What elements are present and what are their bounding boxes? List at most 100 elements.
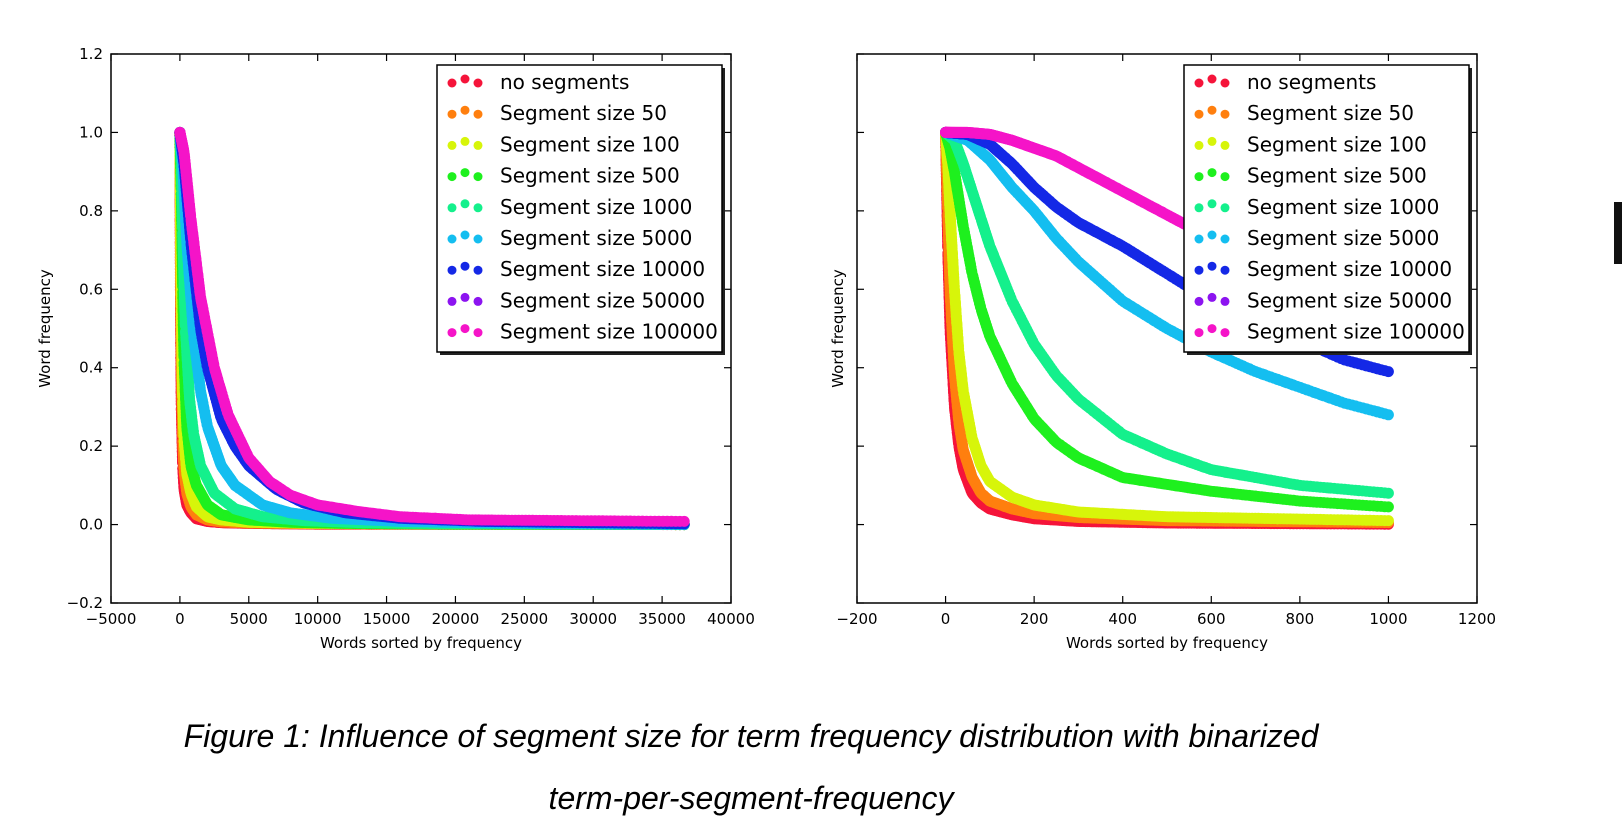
legend-entry: Segment size 100000 [447, 320, 718, 344]
legend-marker [460, 324, 470, 334]
data-point [981, 492, 993, 504]
x-tick-label: 30000 [569, 610, 617, 628]
data-point [1170, 480, 1182, 492]
data-point [305, 497, 317, 508]
legend-marker [473, 265, 483, 275]
legend-entry: Segment size 50000 [447, 288, 705, 312]
legend-marker [447, 234, 457, 244]
series-3 [940, 126, 1394, 527]
x-tick-label: 5000 [230, 610, 268, 628]
data-point [1134, 474, 1146, 486]
y-tick-label: 0.8 [79, 202, 103, 220]
data-point [305, 510, 317, 522]
legend-marker [447, 203, 457, 213]
legend-label: Segment size 50 [500, 101, 667, 125]
legend-marker [460, 168, 470, 178]
chart-left: −5000 0 5000 10000 15000 20000 25000 30000 35000… [36, 45, 755, 652]
legend-marker [460, 230, 470, 240]
y-tick-label: 0.6 [79, 280, 103, 298]
data-point [999, 500, 1011, 512]
legend-marker [460, 292, 470, 302]
data-point [238, 506, 250, 517]
x-tick-label: −5000 [86, 610, 137, 628]
legend-marker [447, 328, 457, 338]
data-point [678, 515, 690, 527]
data-point [1382, 501, 1394, 513]
y-tick-label: 1.2 [79, 45, 103, 63]
legend-label: Segment size 100000 [500, 320, 718, 344]
legend-marker [473, 109, 483, 119]
plot-frame [110, 53, 732, 604]
x-tick-label: 15000 [363, 610, 411, 628]
data-point [339, 503, 351, 515]
legend-marker [447, 265, 457, 275]
data-point [1058, 504, 1070, 516]
legend-marker [447, 78, 457, 88]
legend-entry: Segment size 5000 [447, 226, 692, 250]
data-point [1338, 498, 1350, 510]
y-axis-label: Word frequency [36, 269, 54, 388]
legend-marker [460, 261, 470, 271]
x-tick-label: 10000 [294, 610, 342, 628]
data-point [1017, 505, 1029, 517]
y-tick-label: 0.4 [79, 359, 103, 377]
data-point [1043, 501, 1055, 513]
x-tick-label: 40000 [707, 610, 755, 628]
data-point [1272, 493, 1284, 505]
series-9 [174, 126, 690, 527]
legend-marker [473, 203, 483, 213]
legend-marker [473, 234, 483, 244]
data-point [266, 502, 278, 514]
y-tick-label: −0.2 [67, 594, 103, 612]
data-point [1152, 477, 1164, 489]
legend-marker [460, 136, 470, 146]
data-point [1227, 488, 1239, 500]
legend-label: Segment size 10000 [500, 257, 705, 281]
legend-marker [460, 105, 470, 115]
legend-label: Segment size 50000 [500, 288, 705, 312]
data-point [280, 486, 292, 498]
y-tick-label: 0.2 [79, 437, 103, 455]
data-point [247, 508, 259, 520]
legend-entry: Segment size 500 [447, 164, 680, 188]
x-tick-label: 20000 [432, 610, 480, 628]
legend-label: Segment size 100 [500, 132, 680, 156]
y-tick-label: 0.0 [79, 516, 103, 534]
data-point [1069, 449, 1081, 461]
data-point [1272, 513, 1284, 525]
x-tick-label: 35000 [638, 610, 686, 628]
data-point [226, 500, 238, 512]
legend-marker [473, 328, 483, 338]
legend-entry: Segment size 100 [447, 132, 680, 156]
legend-marker [473, 78, 483, 88]
data-point [325, 501, 337, 513]
x-tick-label: 0 [175, 610, 185, 628]
data-point [1002, 489, 1014, 500]
data-point [253, 496, 265, 508]
legend-entry: no segments [447, 70, 629, 94]
legend-marker [447, 109, 457, 119]
x-tick-label: 25000 [500, 610, 548, 628]
data-point [1250, 490, 1262, 502]
legend-marker [447, 296, 457, 306]
legend-label: Segment size 500 [500, 164, 680, 188]
figure: −5000 0 5000 10000 15000 20000 25000 30000 35000… [36, 45, 1496, 652]
legend-label: Segment size 1000 [500, 195, 692, 219]
legend-marker [460, 199, 470, 209]
data-point [1110, 469, 1122, 481]
data-point [1021, 496, 1033, 508]
data-point [429, 512, 441, 524]
legend-label: no segments [500, 70, 629, 94]
data-point [1188, 483, 1200, 494]
legend-marker [473, 172, 483, 182]
legend-entry: Segment size 1000 [447, 195, 692, 219]
legend-marker [473, 140, 483, 150]
legend-entry: Segment size 50 [447, 101, 667, 125]
data-point [1382, 515, 1394, 527]
legend-marker [447, 172, 457, 182]
legend-label: Segment size 5000 [500, 226, 692, 250]
data-point [275, 504, 287, 516]
data-point [374, 508, 386, 520]
data-point [1117, 508, 1129, 520]
